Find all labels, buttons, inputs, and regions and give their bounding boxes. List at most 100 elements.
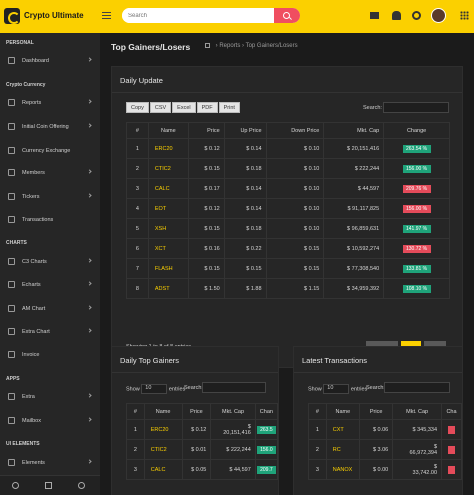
table-row: 7 FLASH $ 0.15 $ 0.15 $ 0.15 $ 77,308,54… [126, 258, 450, 279]
cell-name[interactable]: CTIC2 [143, 439, 183, 460]
col-header[interactable]: Name [143, 403, 183, 420]
pdf-button[interactable]: PDF [196, 102, 218, 113]
change-badge: 209.76 % [402, 184, 431, 193]
daily-top-gainers-card: Daily Top Gainers Show 10 entries Search… [111, 346, 279, 495]
cell-name[interactable]: FLASH [147, 258, 189, 279]
sidebar-item-amchart[interactable]: AM Chart [0, 302, 100, 316]
cell-name[interactable]: RC [325, 439, 360, 460]
table-row: 2 CTIC2 $ 0.01 $ 222,244 156.0 [126, 439, 279, 460]
sidebar-item-mailbox[interactable]: Mailbox [0, 414, 100, 428]
col-header[interactable]: Down Price [265, 122, 325, 139]
cell-name[interactable]: XCT [147, 238, 189, 259]
sidebar-item-extrachart[interactable]: Extra Chart [0, 325, 100, 339]
table-row: 1 ERC20 $ 0.12 $20,151,416 263.5 [126, 419, 279, 440]
cell-name[interactable]: CTIC2 [147, 158, 189, 179]
col-header[interactable]: Mkt. Cap [210, 403, 256, 420]
sidebar-item-elements[interactable]: Elements [0, 456, 100, 470]
csv-button[interactable]: CSV [149, 102, 172, 113]
col-header[interactable]: Price [187, 122, 225, 139]
sidebar-item-extra[interactable]: Extra [0, 390, 100, 404]
daily-top-gainers-table: # Name Price Mkt. Cap Chan 1 ERC20 $ 0.1… [126, 403, 279, 480]
table-header-row: # Name Price Mkt. Cap Cha [308, 403, 462, 420]
search-button[interactable] [274, 8, 300, 23]
table-search-input[interactable] [383, 102, 449, 113]
chevron-right-icon [87, 123, 92, 128]
cell-name[interactable]: CALC [147, 178, 189, 199]
entries-label: entries [168, 386, 186, 393]
col-header[interactable]: Mkt. Cap [392, 403, 443, 420]
sidebar-item-reports[interactable]: Reports [0, 96, 100, 110]
col-header[interactable]: Name [147, 122, 189, 139]
sidebar-item-c3[interactable]: C3 Charts [0, 255, 100, 269]
cap-currency: $ [247, 423, 251, 430]
col-header[interactable]: # [126, 403, 145, 420]
change-badge: 263.54 % [402, 144, 431, 153]
cell-change: 130.72 % [383, 238, 450, 259]
col-header[interactable]: Up Price [223, 122, 267, 139]
cell-name[interactable]: XSH [147, 218, 189, 239]
table-search-input[interactable] [384, 382, 450, 393]
col-header[interactable]: Cha [441, 403, 462, 420]
power-icon[interactable] [78, 482, 85, 489]
logo-icon[interactable] [4, 8, 20, 24]
cell-name[interactable]: ADST [147, 278, 189, 299]
col-header[interactable]: Mkt. Cap [323, 122, 385, 139]
col-header[interactable]: # [308, 403, 327, 420]
cell-name[interactable]: ERC20 [143, 419, 183, 440]
cell-index: 4 [126, 198, 149, 219]
brand-name[interactable]: Crypto Ultimate [24, 11, 84, 20]
avatar[interactable] [431, 8, 446, 23]
col-header[interactable]: # [126, 122, 149, 139]
cell-name[interactable]: CALC [143, 459, 183, 480]
col-header[interactable]: Chan [254, 403, 279, 420]
col-header[interactable]: Change [383, 122, 450, 139]
chart-icon [8, 305, 15, 312]
print-button[interactable]: Print [218, 102, 240, 113]
latest-transactions-card: Latest Transactions Show 10 entries Sear… [293, 346, 463, 495]
grid-icon[interactable] [460, 11, 469, 20]
entries-select[interactable]: 10 [323, 384, 350, 394]
excel-button[interactable]: Excel [172, 102, 196, 113]
card-title: Daily Top Gainers [120, 356, 180, 365]
show-label: Show [308, 386, 322, 393]
col-header[interactable]: Price [181, 403, 212, 420]
copy-button[interactable]: Copy [126, 102, 149, 113]
menu-icon[interactable] [102, 12, 111, 19]
breadcrumb-reports[interactable]: Reports [219, 43, 241, 49]
cell-name[interactable]: CXT [325, 419, 360, 440]
exchange-icon [8, 147, 15, 154]
cell-down-price: $ 0.10 [265, 158, 325, 179]
col-header[interactable]: Name [325, 403, 360, 420]
home-icon[interactable] [205, 43, 210, 48]
cell-name[interactable]: ERC20 [147, 138, 189, 159]
sidebar-item-label: Reports [22, 100, 42, 106]
cell-price: $ 1.50 [187, 278, 225, 299]
mail-icon[interactable] [45, 482, 52, 489]
table-search-input[interactable] [202, 382, 266, 393]
sidebar-item-dashboard[interactable]: Dashboard [0, 54, 100, 68]
cell-price: $ 0.15 [187, 218, 225, 239]
sidebar-item-ico[interactable]: Initial Coin Offering [0, 120, 100, 134]
search-input[interactable] [122, 8, 274, 23]
sidebar-item-exchange[interactable]: Currency Exchange [0, 144, 100, 158]
entries-select[interactable]: 10 [141, 384, 168, 394]
bell-icon[interactable] [392, 11, 401, 20]
cell-name[interactable]: NANOX [325, 459, 360, 480]
settings-icon[interactable] [12, 482, 19, 489]
mail-icon[interactable] [370, 12, 379, 19]
sidebar-item-invoice[interactable]: Invoice [0, 348, 100, 362]
col-header[interactable]: Price [358, 403, 394, 420]
gear-icon[interactable] [412, 11, 421, 20]
cell-up-price: $ 0.14 [223, 198, 267, 219]
cell-mkt-cap: $ 44,597 [323, 178, 385, 199]
sidebar-item-transactions[interactable]: Transactions [0, 213, 100, 227]
breadcrumb-current: Top Gainers/Losers [245, 43, 298, 49]
chevron-right-icon [87, 99, 92, 104]
change-badge: 156.00 % [402, 204, 431, 213]
cell-name[interactable]: EOT [147, 198, 189, 219]
sidebar-item-tickers[interactable]: Tickers [0, 190, 100, 204]
sidebar-item-echarts[interactable]: Echarts [0, 278, 100, 292]
change-badge: 263.5 [257, 425, 276, 434]
cell-down-price: $ 0.10 [265, 178, 325, 199]
sidebar-item-members[interactable]: Members [0, 166, 100, 180]
